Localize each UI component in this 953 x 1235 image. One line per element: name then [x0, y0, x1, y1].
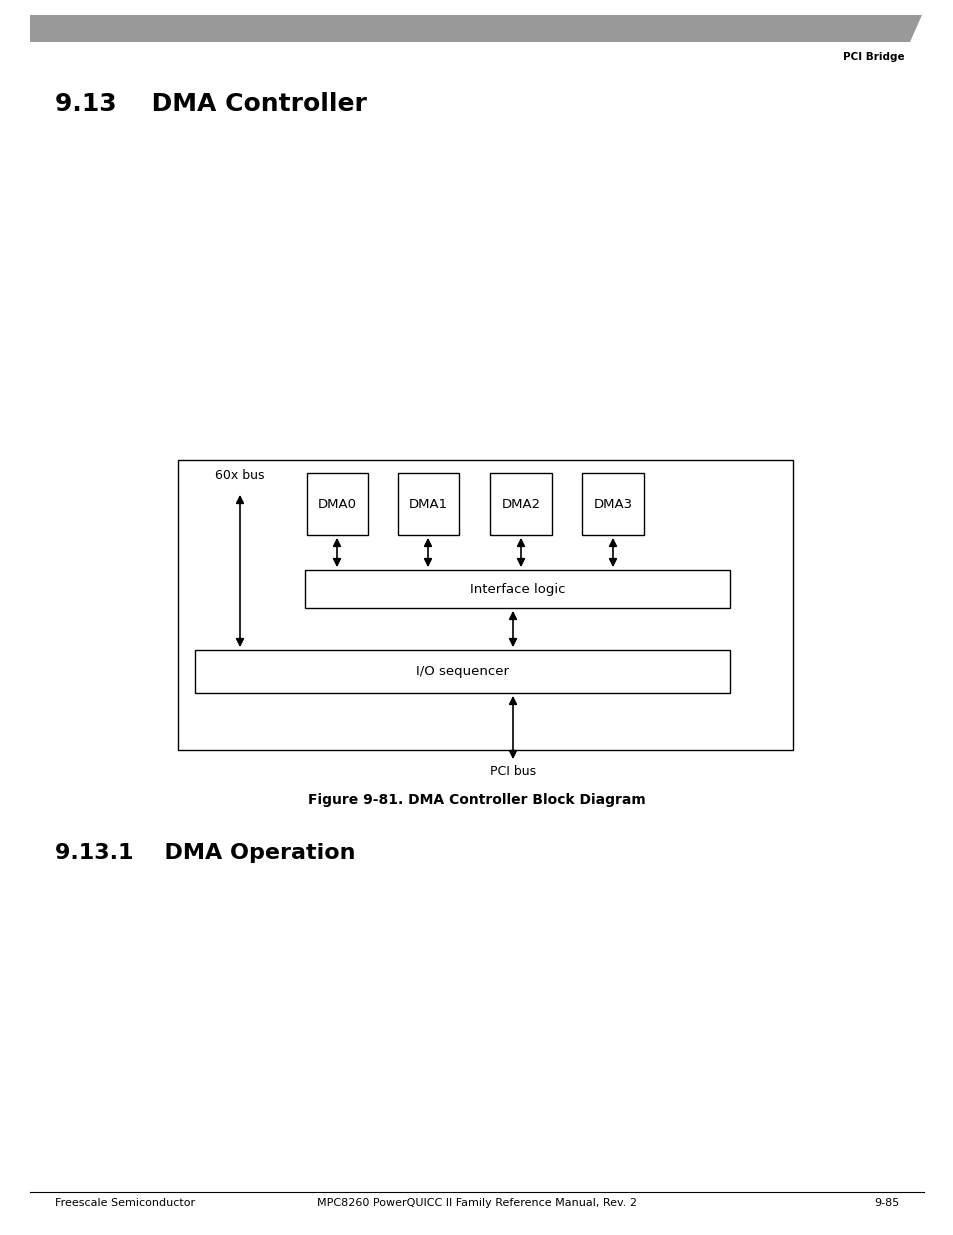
Bar: [581, 473, 643, 535]
Text: DMA3: DMA3: [593, 498, 632, 510]
Text: DMA1: DMA1: [409, 498, 448, 510]
Bar: [194, 650, 729, 693]
Text: PCI Bridge: PCI Bridge: [842, 52, 904, 62]
Bar: [307, 473, 368, 535]
Text: 9.13    DMA Controller: 9.13 DMA Controller: [55, 91, 367, 116]
Text: Interface logic: Interface logic: [469, 583, 565, 595]
Text: I/O sequencer: I/O sequencer: [416, 664, 509, 678]
Text: 60x bus: 60x bus: [215, 469, 265, 482]
Text: Freescale Semiconductor: Freescale Semiconductor: [55, 1198, 195, 1208]
Bar: [178, 459, 792, 750]
Text: MPC8260 PowerQUICC II Family Reference Manual, Rev. 2: MPC8260 PowerQUICC II Family Reference M…: [316, 1198, 637, 1208]
Text: DMA2: DMA2: [501, 498, 540, 510]
Text: DMA0: DMA0: [317, 498, 356, 510]
Bar: [305, 571, 729, 608]
Text: 9.13.1    DMA Operation: 9.13.1 DMA Operation: [55, 844, 355, 863]
Text: Figure 9-81. DMA Controller Block Diagram: Figure 9-81. DMA Controller Block Diagra…: [308, 793, 645, 806]
Text: PCI bus: PCI bus: [490, 764, 536, 778]
Polygon shape: [30, 15, 921, 42]
Text: 9-85: 9-85: [874, 1198, 899, 1208]
Bar: [490, 473, 552, 535]
Bar: [397, 473, 458, 535]
